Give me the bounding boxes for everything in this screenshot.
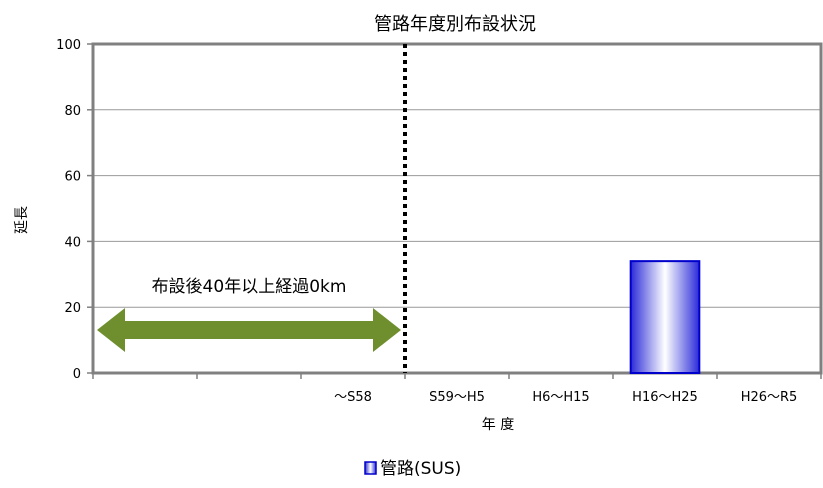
x-tick-label: H16～H25 xyxy=(632,390,698,405)
y-tick-label: 20 xyxy=(64,301,81,316)
bars xyxy=(629,260,701,375)
legend-swatch xyxy=(364,461,377,475)
x-axis-label: 年 度 xyxy=(482,417,514,433)
y-tick-label: 60 xyxy=(64,170,81,185)
bar xyxy=(629,260,701,375)
y-tick-label: 100 xyxy=(56,38,81,53)
double-arrow-icon xyxy=(97,308,401,352)
legend-label: 管路(SUS) xyxy=(380,459,461,479)
x-tick-label: H6～H15 xyxy=(532,390,589,405)
x-axis-ticks: ～S58 S59～H5 H6～H15 H16～H25 H26～R5 xyxy=(92,373,822,405)
arrow-annotation-label: 布設後40年以上経過0km xyxy=(152,277,347,297)
x-tick-label: H26～R5 xyxy=(741,390,798,405)
y-tick-label: 0 xyxy=(73,367,81,382)
x-tick-label: S59～H5 xyxy=(429,390,485,405)
y-tick-label: 80 xyxy=(64,104,81,119)
y-axis-ticks: 0 20 40 60 80 100 xyxy=(56,38,93,382)
chart-title: 管路年度別布設状況 xyxy=(374,14,536,35)
y-tick-label: 40 xyxy=(64,235,81,250)
x-tick-label: ～S58 xyxy=(334,390,372,405)
y-axis-label: 延長 xyxy=(14,206,30,234)
